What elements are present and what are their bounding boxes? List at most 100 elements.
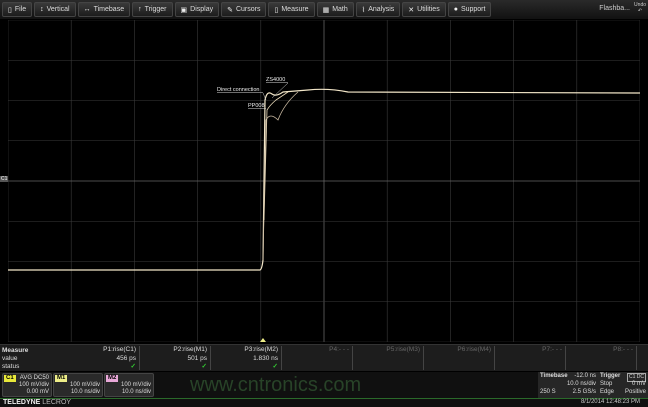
menu-cursors-button[interactable]: ✎ Cursors: [221, 2, 267, 17]
measure-icon: ▯: [274, 6, 279, 14]
menu-vertical-button[interactable]: ↕ Vertical: [34, 2, 76, 17]
menu-label: Math: [332, 6, 348, 13]
waveform-trace-c1: [8, 88, 640, 271]
menu-display-button[interactable]: ▣ Display: [174, 2, 220, 17]
param-name: P7:- - -: [542, 346, 562, 353]
measure-param-7[interactable]: P7:- - -: [496, 346, 566, 370]
channel-tag: M2: [106, 375, 119, 382]
param-value: 456 ps: [116, 354, 136, 362]
menu-trigger-button[interactable]: ↑ Trigger: [132, 2, 173, 17]
file-icon: ▯: [8, 6, 12, 14]
horizontal-arrows-icon: ↔: [83, 6, 91, 13]
timebase-title: Timebase: [540, 373, 568, 379]
waveform-trace-m2: [262, 91, 299, 261]
annotation-leader: [271, 82, 289, 99]
channel-scale: 100 mV/div: [120, 382, 151, 388]
channel-marker[interactable]: C1: [0, 176, 9, 182]
measure-param-6[interactable]: P6:rise(M4): [425, 346, 495, 370]
measure-panel: Measure value status P1:rise(C1) 456 ps ✓ P…: [0, 344, 648, 371]
undo-button[interactable]: Undo ↶: [634, 2, 646, 14]
measure-param-2[interactable]: P2:rise(M1) 501 ps ✓: [141, 346, 211, 370]
param-value: 501 ps: [187, 354, 207, 362]
cursors-icon: ✎: [227, 6, 233, 14]
channel-tag: C1: [4, 375, 16, 382]
timebase-samples: 250 S: [540, 389, 556, 395]
status-label: status: [2, 363, 20, 370]
timebase-trigger-box[interactable]: Timebase -12.0 ns 10.0 ns/div 250 S 2.5 …: [538, 372, 648, 398]
menu-measure-button[interactable]: ▯ Measure: [268, 2, 315, 17]
channel-offset: 10.0 ns/div: [121, 389, 151, 395]
status-check-icon: ✓: [130, 363, 136, 370]
channel-c1-descriptor[interactable]: C1 AVG DC50 100 mV/div 0.00 mV: [2, 373, 52, 397]
menu-analysis-button[interactable]: ⌇ Analysis: [355, 2, 401, 17]
menu-label: Display: [190, 6, 214, 13]
menu-label: File: [14, 6, 27, 13]
trigger-level: 0 mV: [631, 381, 646, 387]
trigger-position-marker: [260, 338, 266, 342]
waveform-trace-m1: [263, 91, 289, 221]
param-name: P4:- - -: [329, 346, 349, 353]
param-name: P5:rise(M3): [386, 346, 420, 353]
param-value: 1.830 ns: [253, 354, 278, 362]
timebase-delay: -12.0 ns: [574, 373, 596, 379]
vertical-arrows-icon: ↕: [40, 6, 44, 13]
datetime: 8/1/2014 12:48:23 PM: [580, 399, 640, 405]
measure-param-3[interactable]: P3:rise(M2) 1.830 ns ✓: [212, 346, 282, 370]
menu-label: Support: [460, 6, 486, 13]
menu-timebase-button[interactable]: ↔ Timebase: [77, 2, 131, 17]
trace-annotation: PP008: [248, 103, 265, 109]
trace-annotation: ZS4000: [266, 77, 285, 83]
menu-bar: ▯ File ↕ Vertical ↔ Timebase ↑ Trigger ▣ Display ✎…: [0, 0, 648, 19]
menu-utilities-button[interactable]: ✕ Utilities: [402, 2, 446, 17]
footer: TELEDYNE LECROY 8/1/2014 12:48:23 PM: [0, 398, 648, 407]
param-name: P2:rise(M1): [173, 346, 207, 353]
menu-label: Utilities: [417, 6, 440, 13]
status-check-icon: ✓: [272, 363, 278, 370]
trace-annotation: Direct connection: [217, 87, 260, 93]
measure-param-5[interactable]: P5:rise(M3): [354, 346, 424, 370]
menu-label: Measure: [281, 6, 309, 13]
annotation-leader: [262, 92, 267, 101]
timebase-rate: 2.5 GS/s: [572, 389, 596, 395]
math-icon: ▦: [322, 6, 330, 14]
waveform-grid: ZS4000 Direct connection PP008: [8, 20, 640, 342]
measure-param-1[interactable]: P1:rise(C1) 456 ps ✓: [70, 346, 140, 370]
timebase-tdiv: 10.0 ns/div: [566, 381, 596, 387]
trigger-icon: ↑: [138, 6, 142, 13]
param-name: P8:- - -: [613, 346, 633, 353]
channel-offset: 0.00 mV: [26, 389, 49, 395]
measure-param-4[interactable]: P4:- - -: [283, 346, 353, 370]
trigger-source: C1 DC: [626, 373, 646, 382]
trigger-type: Edge: [600, 389, 615, 395]
menu-math-button[interactable]: ▦ Math: [316, 2, 354, 17]
param-name: P3:rise(M2): [244, 346, 278, 353]
channel-scale: 100 mV/div: [69, 382, 100, 388]
menu-label: Analysis: [368, 6, 395, 13]
menu-label: Cursors: [235, 6, 261, 13]
channel-mode: AVG DC50: [19, 375, 49, 381]
brand-logo: TELEDYNE LECROY: [3, 399, 72, 406]
channel-tag: M1: [55, 375, 68, 382]
menu-support-button[interactable]: ● Support: [447, 2, 492, 17]
utilities-icon: ✕: [408, 6, 415, 14]
analysis-icon: ⌇: [361, 6, 366, 14]
trigger-title: Trigger: [600, 373, 621, 379]
flashback-button[interactable]: Flashba...: [599, 5, 630, 12]
param-name: P1:rise(C1): [103, 346, 136, 353]
menu-file-button[interactable]: ▯ File: [2, 2, 33, 17]
trigger-mode: Stop: [600, 381, 613, 387]
channel-offset: 10.0 ns/div: [70, 389, 100, 395]
channel-scale: 100 mV/div: [18, 382, 49, 388]
channel-m2-descriptor[interactable]: M2 100 mV/div 10.0 ns/div: [104, 373, 154, 397]
status-check-icon: ✓: [201, 363, 207, 370]
trigger-slope: Positive: [624, 389, 646, 395]
menu-label: Vertical: [46, 6, 70, 13]
undo-label: Undo: [634, 2, 646, 8]
menu-label: Trigger: [144, 6, 167, 13]
channel-m1-descriptor[interactable]: M1 100 mV/div 10.0 ns/div: [53, 373, 103, 397]
measure-title: Measure: [2, 347, 29, 354]
value-label: value: [2, 355, 18, 362]
measure-param-8[interactable]: P8:- - -: [567, 346, 637, 370]
display-icon: ▣: [180, 6, 188, 14]
param-name: P6:rise(M4): [457, 346, 491, 353]
